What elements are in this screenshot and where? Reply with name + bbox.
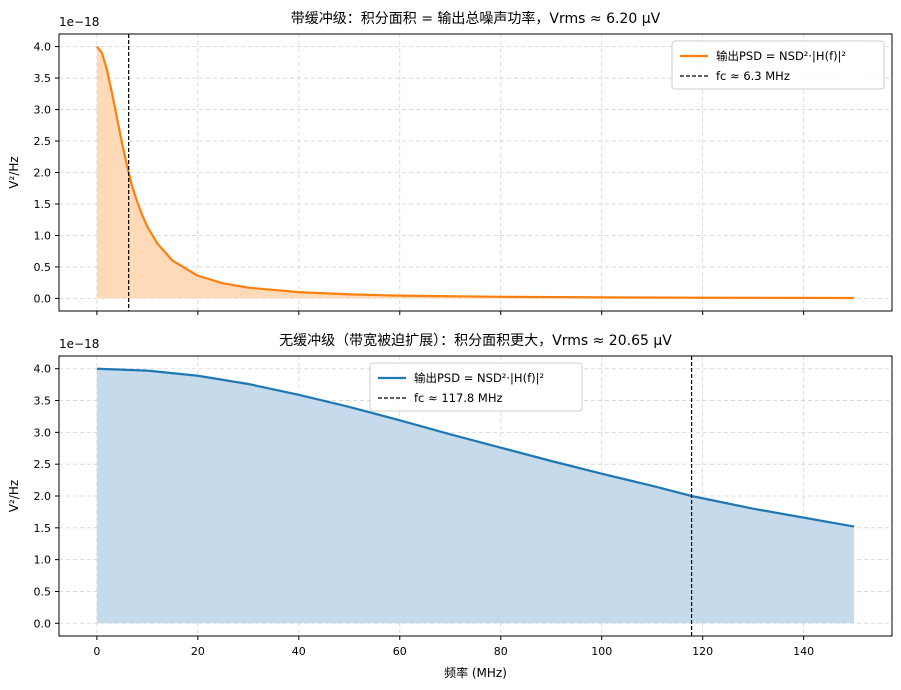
- chart-title: 无缓冲级（带宽被迫扩展）：积分面积更大，Vrms ≈ 20.65 μV: [279, 332, 672, 349]
- y-offset-text: 1e−18: [59, 15, 99, 29]
- x-tick-label: 0: [93, 645, 100, 658]
- y-axis-label: V²/Hz: [7, 156, 21, 188]
- y-tick-label: 2.0: [34, 167, 52, 180]
- legend: 输出PSD = NSD²·|H(f)|² fc ≈ 117.8 MHz: [369, 362, 583, 412]
- chart-title: 带缓冲级：积分面积 = 输出总噪声功率，Vrms ≈ 6.20 μV: [291, 10, 661, 27]
- y-tick-label: 3.0: [34, 426, 52, 439]
- y-tick-label: 2.0: [34, 490, 52, 503]
- legend-cutoff-label: fc ≈ 117.8 MHz: [414, 391, 503, 405]
- legend-cutoff-label: fc ≈ 6.3 MHz: [716, 69, 790, 83]
- y-axis-label: V²/Hz: [7, 480, 21, 512]
- y-tick-label: 4.0: [34, 363, 52, 376]
- x-tick-label: 80: [494, 645, 508, 658]
- legend: 输出PSD = NSD²·|H(f)|² fc ≈ 6.3 MHz: [671, 40, 885, 90]
- legend-series-label: 输出PSD = NSD²·|H(f)|²: [716, 49, 846, 63]
- y-tick-label: 3.0: [34, 104, 52, 117]
- y-tick-label: 0.5: [34, 585, 52, 598]
- y-tick-label: 3.5: [34, 72, 52, 85]
- series-line: [96, 45, 855, 300]
- y-tick-label: 4.0: [34, 41, 52, 54]
- y-tick-label: 0.0: [34, 617, 52, 630]
- y-tick-label: 0.0: [34, 292, 52, 305]
- x-tick-label: 20: [191, 645, 205, 658]
- series-area-fill: [96, 46, 855, 299]
- legend-box: [671, 40, 885, 90]
- y-tick-label: 2.5: [34, 135, 52, 148]
- y-tick-label: 3.5: [34, 395, 52, 408]
- y-tick-label: 1.0: [34, 554, 52, 567]
- x-tick-label: 140: [793, 645, 814, 658]
- series-line: [96, 367, 855, 528]
- legend-box: [369, 362, 583, 412]
- chart-panel-1: 0.0 0.5 1.0 1.5 2.0 2.5 3.0 3.5 4.0 1e−18 带缓冲级：积分面…: [7, 10, 893, 315]
- y-tick-label: 1.5: [34, 522, 52, 535]
- y-tick-label: 2.5: [34, 458, 52, 471]
- series-area-fill: [96, 368, 855, 624]
- y-tick-label: 1.5: [34, 198, 52, 211]
- x-tick-label: 100: [591, 645, 612, 658]
- x-tick-label: 40: [292, 645, 306, 658]
- x-axis-label: 频率 (MHz): [444, 665, 507, 680]
- y-tick-label: 0.5: [34, 261, 52, 274]
- legend-series-label: 输出PSD = NSD²·|H(f)|²: [414, 371, 544, 385]
- x-tick-label: 120: [692, 645, 713, 658]
- y-offset-text: 1e−18: [59, 337, 99, 351]
- chart-panel-2: 0 20 40 60 80 100 120 140 0.0 0.5 1.0 1.5 2.0 2.5 3.0 3…: [7, 332, 893, 680]
- y-tick-label: 1.0: [34, 229, 52, 242]
- x-tick-label: 60: [393, 645, 407, 658]
